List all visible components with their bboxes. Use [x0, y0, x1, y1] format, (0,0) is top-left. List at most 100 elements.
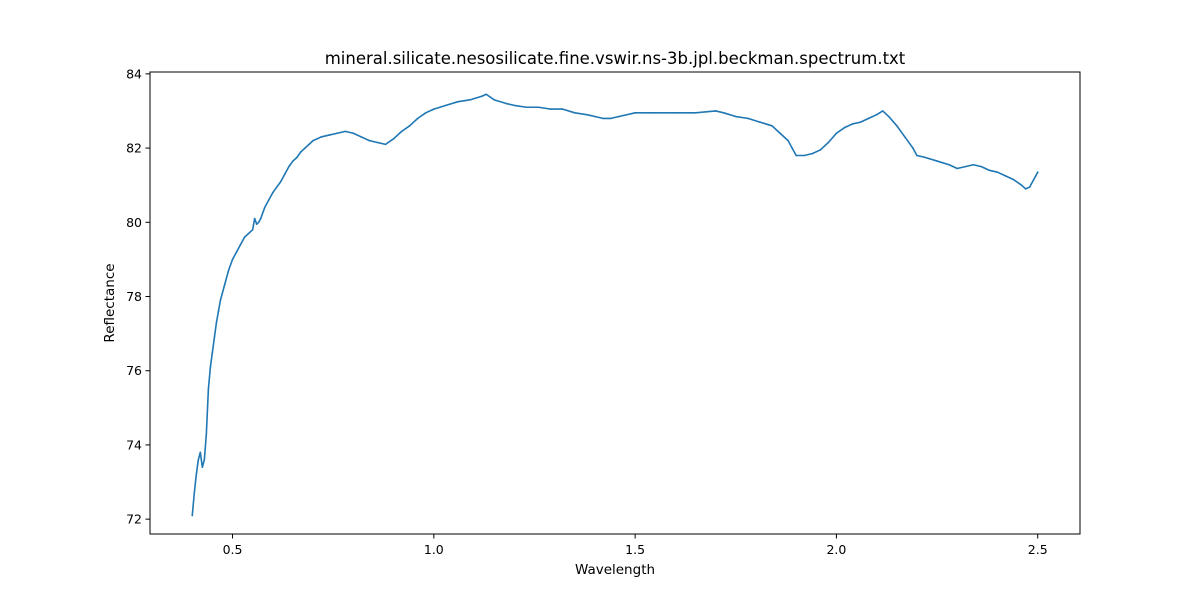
data-point: [537, 106, 540, 109]
data-point: [392, 138, 395, 140]
data-point: [296, 156, 298, 159]
data-point: [400, 130, 403, 133]
data-point: [887, 115, 890, 118]
data-point: [219, 299, 222, 302]
data-point: [223, 284, 226, 287]
data-point: [972, 163, 975, 166]
data-point: [344, 130, 347, 133]
data-point: [803, 154, 806, 157]
data-point: [819, 149, 822, 151]
data-point: [195, 473, 198, 476]
data-point: [257, 221, 260, 224]
data-point: [493, 99, 496, 101]
data-point: [1032, 178, 1035, 181]
data-point: [505, 102, 508, 105]
data-point: [360, 136, 363, 138]
plot-frame: [149, 71, 1081, 535]
y-tick-label: 82: [126, 141, 142, 156]
data-point: [843, 126, 846, 129]
data-point: [280, 180, 282, 183]
data-point: [988, 169, 991, 172]
data-point: [996, 171, 999, 173]
data-point: [433, 108, 435, 110]
data-point: [851, 123, 854, 125]
data-point: [191, 514, 194, 517]
data-point: [211, 351, 214, 353]
data-point: [912, 147, 914, 149]
data-point: [936, 160, 938, 162]
data-point: [835, 132, 838, 135]
data-point: [561, 108, 564, 110]
data-point: [197, 458, 200, 461]
data-point: [312, 139, 314, 142]
y-tick-label: 74: [126, 437, 142, 452]
data-point: [674, 112, 677, 114]
data-point: [288, 165, 290, 168]
x-tick-label: 2.5: [1028, 542, 1048, 557]
data-point: [469, 99, 471, 101]
y-tick-label: 78: [126, 289, 142, 304]
data-point: [352, 132, 355, 135]
data-point: [213, 336, 216, 339]
data-point: [424, 112, 427, 114]
x-axis: 0.5 1.0 1.5 2.0 2.5: [223, 534, 1048, 557]
data-point: [795, 154, 797, 157]
data-point: [481, 95, 483, 97]
data-point: [193, 492, 196, 494]
x-axis-label: Wavelength: [575, 562, 655, 578]
data-point: [203, 458, 206, 461]
data-point: [271, 191, 274, 194]
data-point: [610, 117, 612, 120]
data-point: [217, 310, 220, 313]
data-point: [201, 466, 204, 469]
data-point: [408, 125, 411, 127]
data-point: [734, 115, 737, 118]
data-point: [956, 167, 959, 170]
data-point: [267, 199, 270, 201]
data-point: [316, 138, 318, 140]
chart-title: mineral.silicate.nesosilicate.fine.vswir…: [325, 49, 906, 68]
data-point: [336, 132, 339, 135]
data-point: [243, 236, 246, 238]
data-point: [980, 165, 983, 168]
data-point: [881, 110, 884, 112]
data-point: [292, 160, 294, 162]
data-point: [485, 93, 487, 96]
data-point: [300, 150, 302, 153]
data-point: [276, 186, 278, 188]
data-point: [759, 121, 761, 123]
data-point: [1024, 188, 1027, 190]
data-point: [328, 134, 330, 136]
data-point: [239, 243, 242, 246]
data-point: [251, 228, 254, 231]
data-point: [896, 125, 898, 127]
data-point: [253, 217, 256, 220]
data-point: [207, 388, 210, 391]
data-point: [694, 112, 697, 114]
x-tick-label: 1.5: [625, 542, 645, 557]
data-point: [859, 121, 862, 123]
data-point: [1036, 171, 1039, 173]
data-point: [594, 115, 596, 118]
data-point: [227, 269, 230, 272]
data-point: [255, 223, 258, 225]
data-point: [525, 106, 528, 109]
data-point: [368, 139, 371, 142]
data-point: [654, 112, 657, 114]
data-point: [779, 132, 781, 135]
data-point: [573, 112, 576, 114]
plot-area: [149, 71, 1081, 535]
data-point: [416, 117, 419, 120]
data-point: [209, 366, 212, 368]
data-point: [714, 110, 717, 112]
data-point: [376, 141, 379, 144]
data-point: [231, 258, 234, 261]
y-axis-label: Reflectance: [102, 263, 118, 342]
data-point: [513, 104, 516, 107]
data-point: [811, 152, 814, 155]
data-point: [916, 154, 918, 157]
data-point: [247, 232, 250, 235]
data-point: [1020, 184, 1023, 186]
